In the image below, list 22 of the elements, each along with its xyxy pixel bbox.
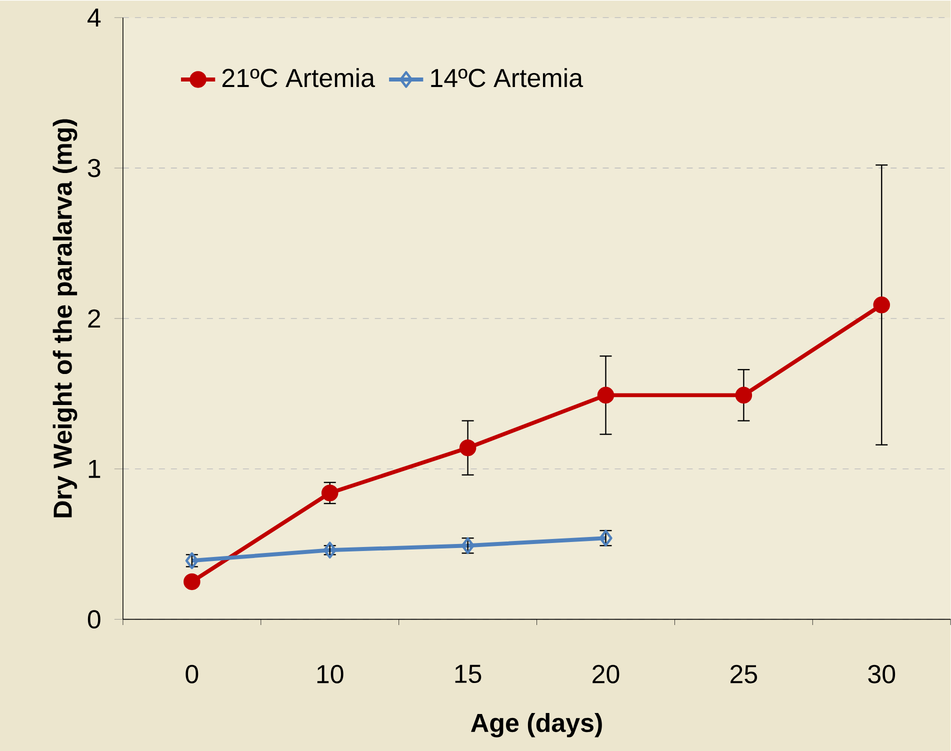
x-tick-label: 30 bbox=[868, 664, 896, 684]
y-tick-label: 3 bbox=[88, 158, 100, 178]
x-tick-label: 20 bbox=[592, 664, 620, 684]
x-tick-label: 10 bbox=[317, 664, 344, 684]
x-tick-label: 0 bbox=[186, 664, 198, 684]
point bbox=[735, 386, 752, 404]
x-tick-label: 15 bbox=[455, 664, 482, 683]
point bbox=[459, 439, 476, 456]
x-tick-label: 25 bbox=[730, 664, 758, 684]
point bbox=[597, 386, 614, 404]
y-tick-label: 2 bbox=[88, 309, 100, 328]
point bbox=[321, 484, 338, 502]
point bbox=[873, 296, 890, 314]
legend-label: 14ºC Artemia bbox=[431, 68, 584, 88]
y-axis-title: Dry Weight of the paralarva (mg) bbox=[52, 119, 78, 518]
y-tick-label: 1 bbox=[88, 460, 100, 478]
x-axis-title: Age (days) bbox=[471, 712, 602, 738]
y-tick-label: 0 bbox=[88, 610, 100, 628]
legend-label: 21ºC Artemia bbox=[222, 68, 376, 88]
y-tick-label: 4 bbox=[88, 8, 101, 26]
point bbox=[184, 573, 200, 590]
point bbox=[323, 542, 336, 558]
